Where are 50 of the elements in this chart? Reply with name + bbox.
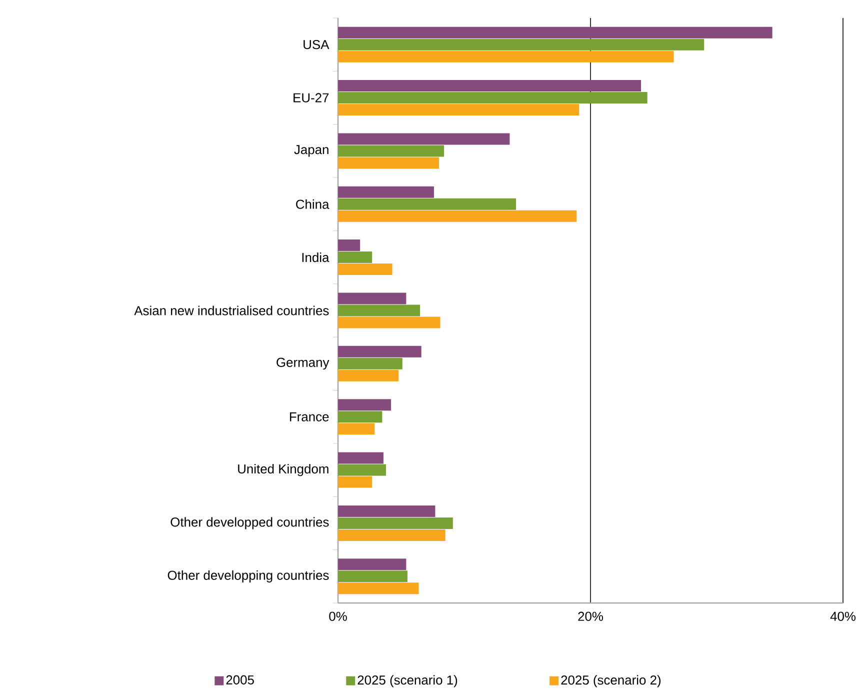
- y-tick-label: EU-27: [294, 93, 329, 102]
- bar: [338, 358, 402, 370]
- bar: [338, 92, 648, 104]
- bar: [338, 38, 704, 50]
- bar: [338, 186, 434, 198]
- y-tick-label: Japan: [294, 145, 328, 157]
- legend-label: 2005: [226, 675, 254, 684]
- bar: [338, 133, 510, 145]
- x-tick-label: 20%: [578, 612, 604, 621]
- y-tick-label: United Kingdom: [238, 464, 328, 476]
- bar: [338, 582, 419, 594]
- bar: [338, 346, 422, 358]
- bar: [338, 517, 453, 529]
- bar: [338, 198, 516, 210]
- bar: [338, 104, 580, 116]
- bar: [338, 26, 772, 38]
- y-tick-label: India: [302, 252, 330, 262]
- bar: [338, 80, 642, 92]
- x-tick-label: 0%: [329, 612, 347, 621]
- bar: [338, 50, 674, 62]
- y-tick-label: Other developping countries: [168, 570, 329, 582]
- bar: [338, 411, 382, 423]
- bar: [338, 316, 440, 328]
- bar: [338, 529, 446, 541]
- bar: [338, 558, 406, 570]
- legend-label: 2025 (scenario 1): [358, 675, 458, 688]
- y-tick-label: Germany: [276, 358, 330, 370]
- y-tick-label: Asian new industrialised countries: [134, 306, 329, 316]
- bar: [338, 423, 375, 435]
- bar: [338, 476, 372, 488]
- bar: [338, 145, 444, 157]
- legend-label: 2025 (scenario 2): [561, 675, 661, 688]
- y-tick-label: China: [296, 199, 330, 209]
- y-tick-label: Other developped countries: [170, 517, 329, 530]
- bar: [338, 292, 406, 304]
- y-tick-label: France: [290, 412, 329, 422]
- bar: [338, 210, 577, 222]
- bar: [338, 252, 372, 264]
- bar: [338, 452, 384, 464]
- bar: [338, 264, 392, 276]
- bar: [338, 399, 392, 411]
- bar: [338, 304, 420, 316]
- bar: [338, 570, 408, 582]
- bar: [338, 505, 436, 517]
- bar: [338, 464, 386, 476]
- bar: [338, 370, 399, 382]
- x-tick-label: 40%: [830, 612, 856, 621]
- y-tick-label: USA: [304, 40, 330, 50]
- bar: [338, 157, 440, 169]
- bar: [338, 240, 360, 252]
